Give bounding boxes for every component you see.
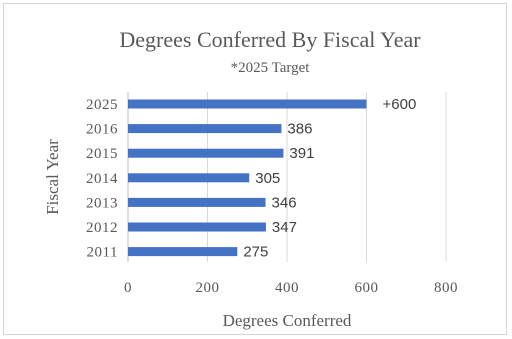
x-axis-title: Degrees Conferred	[223, 311, 352, 330]
chart-subtitle: *2025 Target	[231, 60, 311, 76]
bar-2015	[128, 148, 284, 158]
data-label-2014: 305	[255, 170, 280, 187]
y-tick-label-2011: 2011	[87, 245, 118, 261]
bar-2013	[128, 197, 266, 207]
y-tick-label-2015: 2015	[86, 146, 118, 162]
x-tick-labels: 0 200 400 600 800	[124, 280, 458, 296]
data-label-2016: 386	[287, 121, 312, 138]
bars	[128, 99, 367, 257]
data-label-2011: 275	[243, 244, 268, 261]
bar-2011	[128, 247, 238, 257]
y-tick-label-2025: 2025	[86, 97, 118, 113]
y-tick-label-2016: 2016	[86, 122, 118, 138]
x-tick-label: 200	[196, 280, 220, 296]
data-label-2015: 391	[289, 145, 314, 162]
x-tick-label: 800	[434, 280, 458, 296]
y-tick-label-2012: 2012	[86, 220, 118, 236]
x-tick-label: 0	[124, 280, 132, 296]
data-label-2012: 347	[272, 219, 297, 236]
data-label-2025: +600	[383, 96, 417, 113]
y-tick-label-2013: 2013	[86, 195, 118, 211]
bar-2012	[128, 222, 266, 232]
x-tick-label: 600	[355, 280, 379, 296]
y-tick-label-2014: 2014	[86, 171, 118, 187]
y-axis-title: Fiscal Year	[43, 139, 62, 215]
chart-title: Degrees Conferred By Fiscal Year	[119, 27, 421, 52]
y-tick-labels: 2025 2016 2015 2014 2013 2012 2011	[86, 97, 118, 261]
x-tick-label: 400	[275, 280, 299, 296]
bar-2016	[128, 124, 282, 134]
bar-2025	[128, 99, 367, 109]
chart-area	[3, 3, 507, 335]
bar-2014	[128, 173, 250, 183]
data-label-2013: 346	[272, 194, 297, 211]
